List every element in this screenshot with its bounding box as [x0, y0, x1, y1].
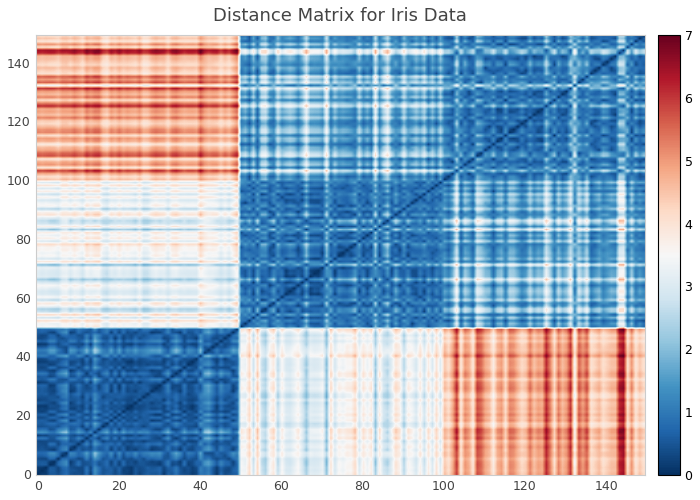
Title: Distance Matrix for Iris Data: Distance Matrix for Iris Data [214, 7, 467, 25]
